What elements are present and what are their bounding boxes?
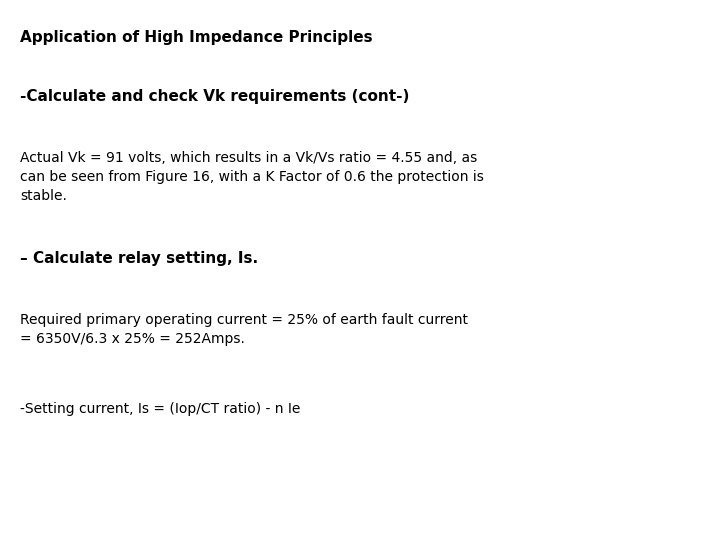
Text: Actual Vk = 91 volts, which results in a Vk/Vs ratio = 4.55 and, as
can be seen : Actual Vk = 91 volts, which results in a… [20,151,484,203]
Text: – Calculate relay setting, Is.: – Calculate relay setting, Is. [20,251,258,266]
Text: Application of High Impedance Principles: Application of High Impedance Principles [20,30,373,45]
Text: Required primary operating current = 25% of earth fault current
= 6350V/6.3 x 25: Required primary operating current = 25%… [20,313,468,346]
Text: -Calculate and check Vk requirements (cont-): -Calculate and check Vk requirements (co… [20,89,410,104]
Text: -Setting current, Is = (Iop/CT ratio) - n Ie: -Setting current, Is = (Iop/CT ratio) - … [20,402,300,416]
